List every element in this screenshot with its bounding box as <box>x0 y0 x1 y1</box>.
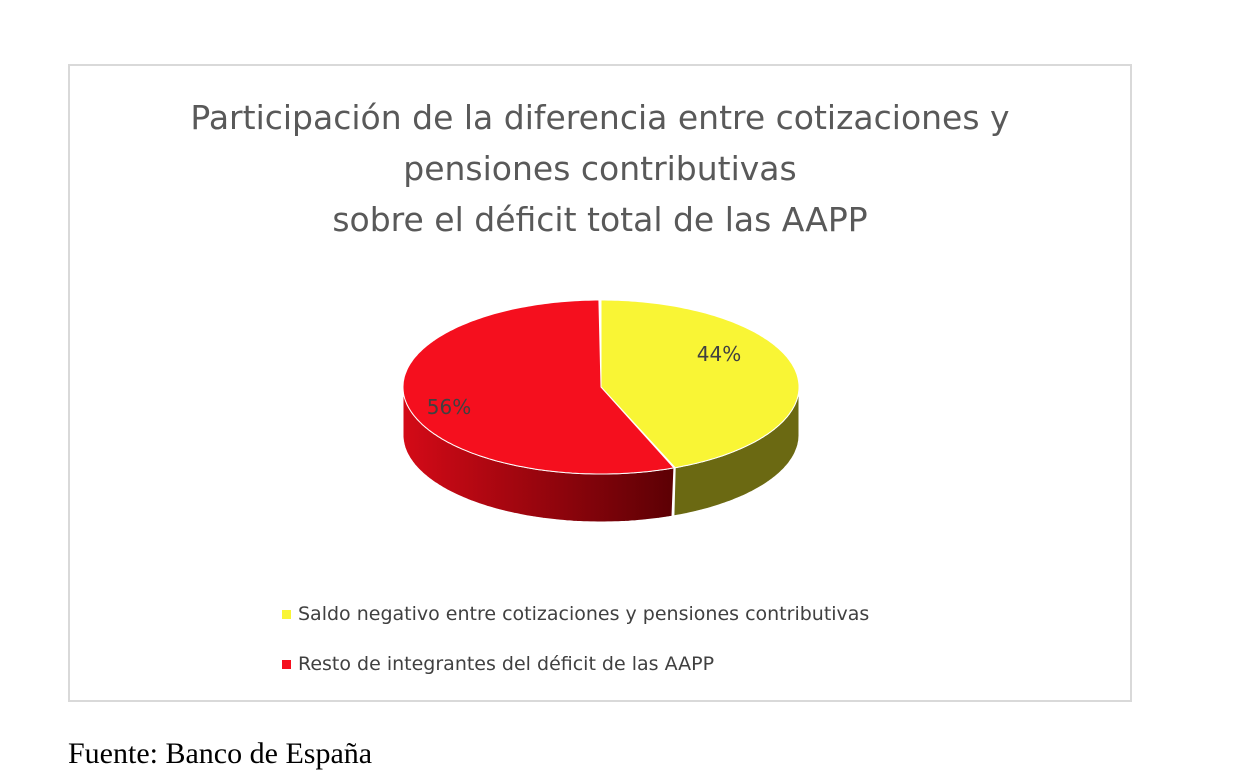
title-line-1: Participación de la diferencia entre cot… <box>190 98 1010 137</box>
chart-title: Participación de la diferencia entre cot… <box>68 92 1132 245</box>
source-note: Fuente: Banco de España <box>68 737 373 770</box>
title-line-2: pensiones contributivas <box>403 149 797 188</box>
data-label-0: 44% <box>697 342 741 366</box>
legend-swatch-red <box>282 659 291 669</box>
legend-item-resto: Resto de integrantes del déficit de las … <box>282 653 714 675</box>
data-label-1: 56% <box>427 395 471 419</box>
legend-label: Resto de integrantes del déficit de las … <box>298 653 715 675</box>
title-line-3: sobre el déficit total de las AAPP <box>332 200 868 239</box>
chart-frame <box>68 64 1132 702</box>
legend-item-saldo: Saldo negativo entre cotizaciones y pens… <box>282 603 869 625</box>
legend-swatch-yellow <box>282 609 291 619</box>
pie-slice-1 <box>402 299 675 475</box>
pie-slice-0 <box>600 299 800 469</box>
legend-label: Saldo negativo entre cotizaciones y pens… <box>298 603 870 625</box>
